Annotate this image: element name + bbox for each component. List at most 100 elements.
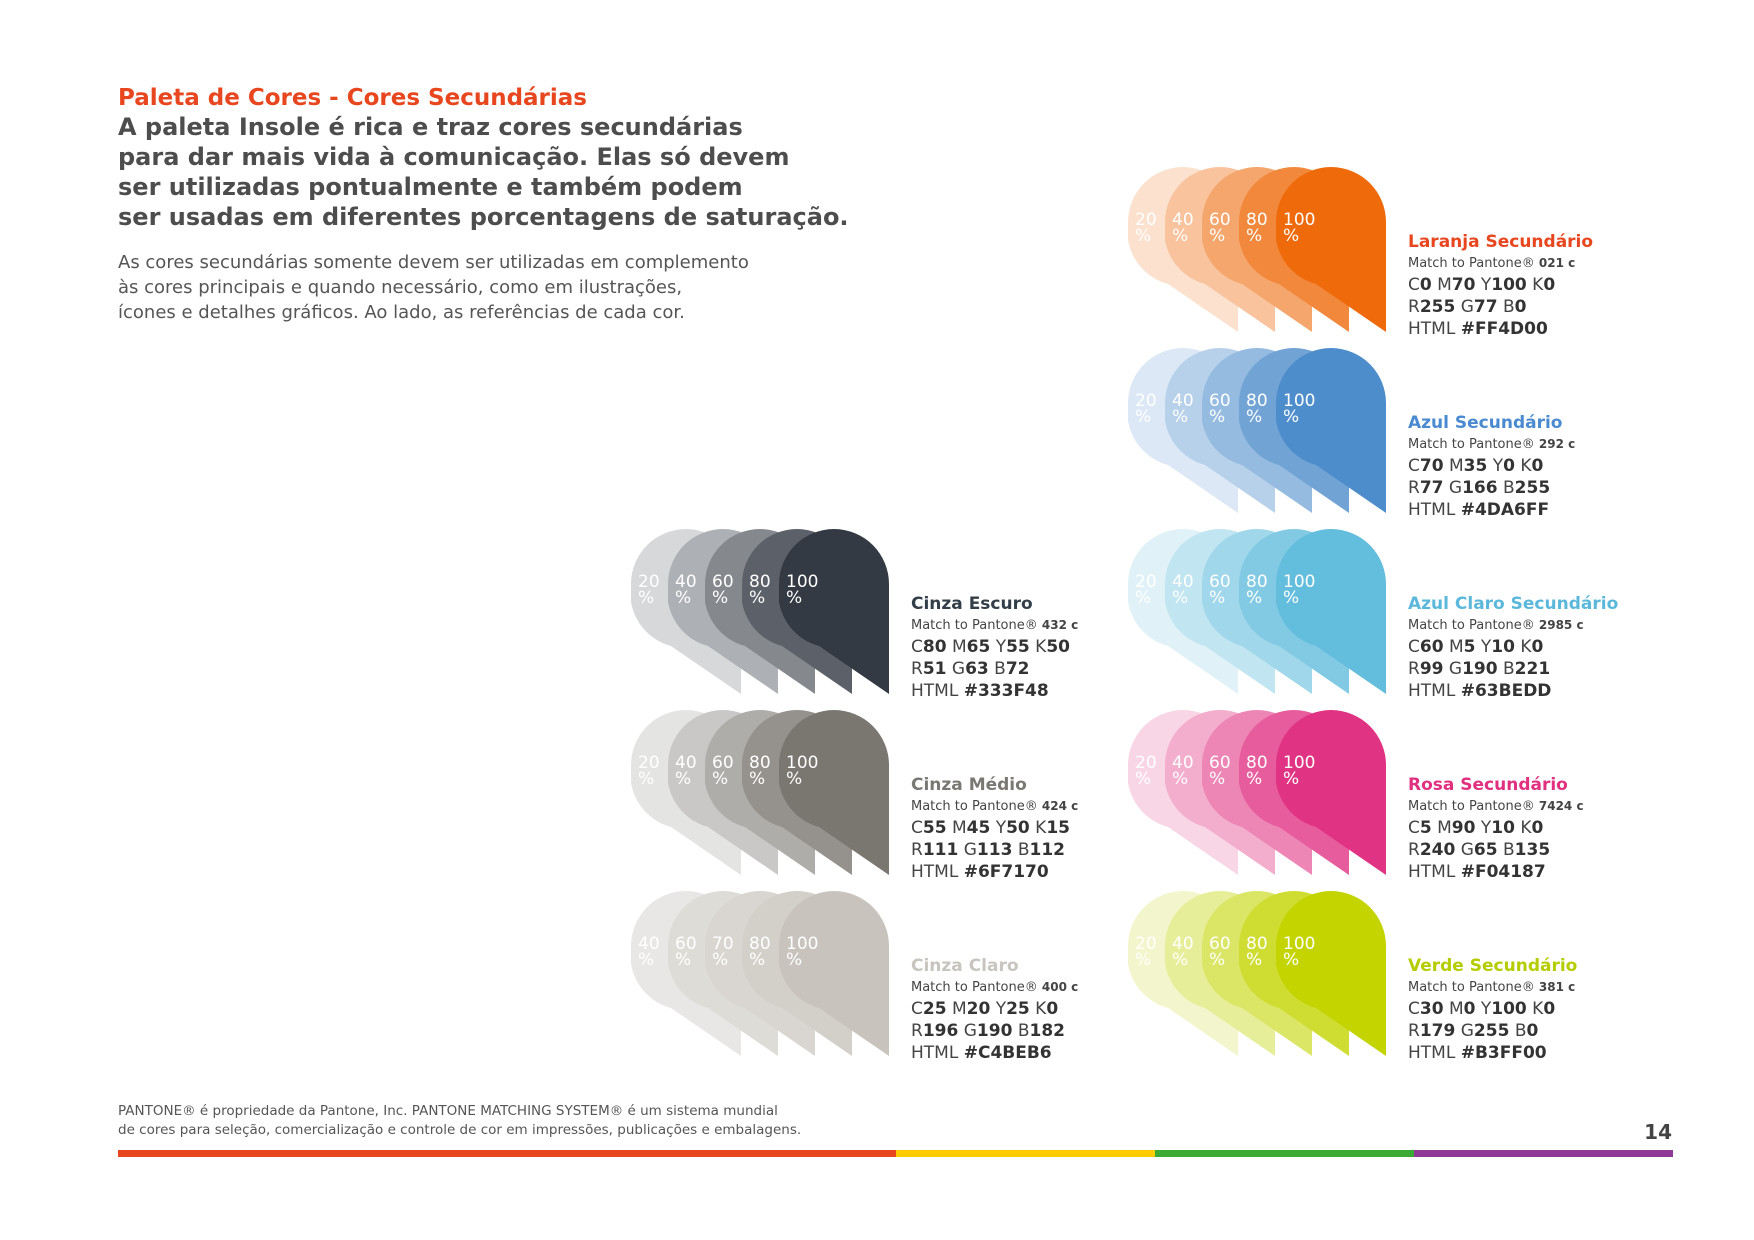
html-code: HTML #B3FF00 <box>1408 1042 1668 1064</box>
color-bar-segment <box>1413 1150 1674 1157</box>
channel-value: 100 <box>1491 999 1527 1019</box>
tint-unit: % <box>1172 769 1189 789</box>
html-value: #63BEDD <box>1460 681 1552 701</box>
channel-key: G <box>1460 840 1474 860</box>
tint-value: 60 <box>1209 210 1231 230</box>
channel-value: 77 <box>1419 478 1444 498</box>
channel-value: 20 <box>966 999 991 1019</box>
tint-value: 20 <box>1135 572 1157 592</box>
pantone-code: 432 c <box>1041 618 1079 632</box>
rgb-values: R51 G63 B72 <box>911 658 1171 680</box>
drop-stack: 20% 40% 60% 80% 100% <box>1128 710 1388 875</box>
channel-key: M <box>1448 637 1464 657</box>
channel-key: K <box>1035 999 1047 1019</box>
channel-key: Y <box>995 637 1007 657</box>
rgb-values: R99 G190 B221 <box>1408 658 1668 680</box>
tint-unit: % <box>638 950 655 970</box>
channel-value: 166 <box>1462 478 1498 498</box>
headline-line: para dar mais vida à comunicação. Elas s… <box>118 143 790 171</box>
channel-key: M <box>951 637 967 657</box>
channel-key: B <box>1514 1021 1527 1041</box>
html-label: HTML <box>911 681 959 701</box>
drop-stack: 20% 40% 60% 80% 100% <box>631 710 891 875</box>
pantone-ref: Match to Pantone® 021 c <box>1408 253 1668 274</box>
html-label: HTML <box>1408 319 1456 339</box>
tint-value: 40 <box>1172 391 1194 411</box>
channel-value: 65 <box>1473 840 1498 860</box>
html-value: #6F7170 <box>963 862 1049 882</box>
tint-value: 20 <box>638 753 660 773</box>
tint-value: 60 <box>675 934 697 954</box>
drop-stack: 20% 40% 60% 80% 100% <box>1128 529 1388 694</box>
drop-shape <box>1276 348 1386 513</box>
tint-drop-100: 100% <box>779 710 889 875</box>
tint-value: 60 <box>712 753 734 773</box>
channel-value: 182 <box>1029 1021 1065 1041</box>
tint-label: 20% <box>1135 755 1157 788</box>
tint-value: 40 <box>675 572 697 592</box>
intro-line: As cores secundárias somente devem ser u… <box>118 252 749 273</box>
channel-value: 10 <box>1491 818 1515 838</box>
color-info: Cinza Médio Match to Pantone® 424 c C55 M4… <box>911 774 1171 883</box>
tint-value: 60 <box>712 572 734 592</box>
color-info: Cinza Escuro Match to Pantone® 432 c C80 M… <box>911 593 1171 702</box>
tint-value: 20 <box>638 572 660 592</box>
channel-key: M <box>1437 275 1452 295</box>
color-name: Cinza Escuro <box>911 594 1033 614</box>
channel-value: 15 <box>1046 818 1070 838</box>
tint-label: 20% <box>1135 934 1157 969</box>
channel-value: 240 <box>1419 840 1456 860</box>
tint-value: 40 <box>638 934 660 954</box>
html-label: HTML <box>1408 500 1456 520</box>
channel-value: 65 <box>966 637 991 657</box>
tint-drop-100: 100% <box>1276 710 1386 875</box>
tint-unit: % <box>1209 588 1226 608</box>
tint-value: 40 <box>1172 753 1194 773</box>
intro-line: ícones e detalhes gráficos. Ao lado, as … <box>118 302 685 323</box>
color-bar-segment <box>895 1150 1155 1157</box>
html-label: HTML <box>911 1043 959 1063</box>
channel-value: 30 <box>1419 999 1444 1019</box>
drop-stack: 20% 40% 60% 80% 100% <box>631 529 891 694</box>
tint-unit: % <box>1172 588 1189 608</box>
channel-value: 55 <box>922 818 947 838</box>
headline-line: ser usadas em diferentes porcentagens de… <box>118 203 849 231</box>
channel-value: 45 <box>966 818 991 838</box>
tint-unit: % <box>749 769 766 789</box>
tint-label: 80% <box>1246 574 1268 607</box>
channel-value: 255 <box>1514 478 1551 498</box>
channel-value: 179 <box>1419 1021 1456 1041</box>
footnote-line: de cores para seleção, comercialização e… <box>118 1122 802 1138</box>
channel-key: R <box>1408 297 1420 317</box>
rgb-values: R196 G190 B182 <box>911 1020 1171 1042</box>
drop-shape <box>779 529 889 694</box>
channel-key: R <box>911 659 923 679</box>
channel-key: K <box>1520 456 1532 476</box>
channel-key: Y <box>1480 818 1492 838</box>
headline: A paleta Insole é rica e traz cores secu… <box>118 112 1018 232</box>
channel-key: C <box>911 637 923 657</box>
cmyk-values: C80 M65 Y55 K50 <box>911 636 1171 658</box>
channel-key: M <box>951 818 967 838</box>
html-code: HTML #F04187 <box>1408 861 1668 883</box>
channel-key: Y <box>1480 999 1492 1019</box>
tint-value: 100 <box>786 572 819 592</box>
drop-shape <box>779 710 889 875</box>
tint-unit: % <box>675 588 692 608</box>
channel-key: K <box>1035 818 1047 838</box>
pantone-label: Match to Pantone® <box>1408 618 1535 633</box>
tint-unit: % <box>786 588 803 608</box>
tint-unit: % <box>1172 407 1189 427</box>
channel-key: R <box>1408 478 1420 498</box>
pantone-label: Match to Pantone® <box>1408 256 1535 271</box>
tint-value: 60 <box>1209 572 1231 592</box>
pantone-code: 400 c <box>1041 980 1079 994</box>
channel-key: Y <box>1492 456 1504 476</box>
tint-value: 20 <box>1135 391 1157 411</box>
html-value: #B3FF00 <box>1460 1043 1547 1063</box>
tint-value: 20 <box>1135 934 1157 954</box>
drop-shape <box>1276 710 1386 875</box>
tint-label: 80% <box>749 755 771 789</box>
drop-stack: 20% 40% 60% 80% 100% <box>1128 348 1388 513</box>
pantone-footnote: PANTONE® é propriedade da Pantone, Inc. … <box>118 1102 918 1140</box>
